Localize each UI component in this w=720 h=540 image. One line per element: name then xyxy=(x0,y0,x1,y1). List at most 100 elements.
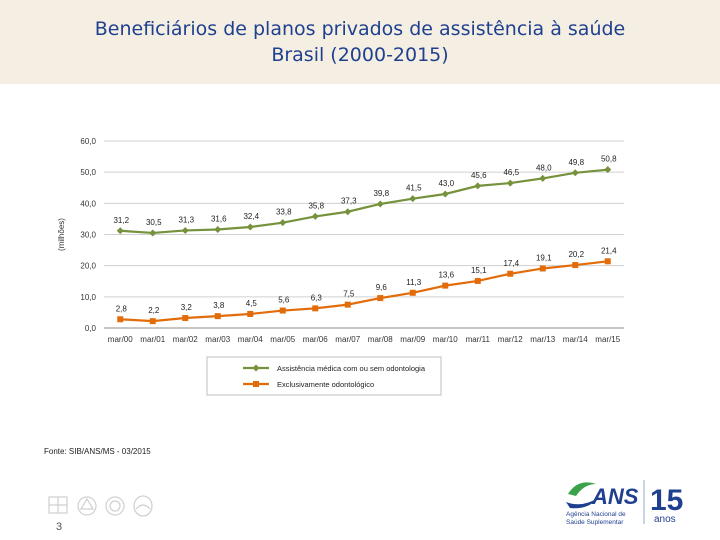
ans-subtitle-1: Agência Nacional de xyxy=(566,511,626,518)
data-label: 6,3 xyxy=(311,293,323,302)
data-point xyxy=(604,166,612,174)
y-tick-label: 10,0 xyxy=(80,293,96,302)
data-label: 9,6 xyxy=(376,283,388,292)
x-tick-label: mar/14 xyxy=(563,335,588,344)
x-tick-label: mar/15 xyxy=(595,335,620,344)
series-line-1 xyxy=(120,168,608,235)
data-point xyxy=(149,318,156,325)
x-tick-label: mar/07 xyxy=(335,335,360,344)
data-point xyxy=(214,226,222,234)
data-point xyxy=(116,227,124,235)
data-label: 20,2 xyxy=(568,250,584,259)
x-tick-label: mar/00 xyxy=(108,335,133,344)
data-point xyxy=(506,179,514,187)
data-point xyxy=(377,295,384,302)
x-tick-label: mar/08 xyxy=(368,335,393,344)
data-point xyxy=(181,226,189,234)
x-tick-label: mar/04 xyxy=(238,335,263,344)
x-tick-label: mar/03 xyxy=(205,335,230,344)
anniversary-word: anos xyxy=(654,514,676,525)
page-title: Beneficiários de planos privados de assi… xyxy=(0,16,720,68)
legend-marker xyxy=(252,364,260,372)
data-label: 2,8 xyxy=(116,304,128,313)
data-label: 32,4 xyxy=(243,212,259,221)
data-label: 30,5 xyxy=(146,218,162,227)
x-tick-label: mar/01 xyxy=(140,335,165,344)
data-point xyxy=(117,316,124,323)
data-label: 50,8 xyxy=(601,155,617,164)
data-label: 33,8 xyxy=(276,208,292,217)
data-point xyxy=(571,169,579,177)
data-point xyxy=(214,313,221,320)
data-label: 3,2 xyxy=(181,303,193,312)
legend-label: Assistência médica com ou sem odontologi… xyxy=(277,364,426,373)
data-point xyxy=(474,277,481,284)
y-tick-label: 40,0 xyxy=(80,199,96,208)
ans-logo-text: ANS xyxy=(591,484,639,509)
partner-logos xyxy=(48,495,153,517)
x-tick-label: mar/13 xyxy=(530,335,555,344)
data-label: 19,1 xyxy=(536,253,552,262)
data-label: 3,8 xyxy=(213,301,225,310)
data-label: 21,4 xyxy=(601,246,617,255)
y-tick-label: 50,0 xyxy=(80,168,96,177)
title-line-2: Brasil (2000-2015) xyxy=(271,44,449,66)
series-line-2 xyxy=(120,260,608,323)
data-label: 45,6 xyxy=(471,171,487,180)
y-tick-label: 30,0 xyxy=(80,231,96,240)
data-point xyxy=(539,174,547,182)
data-point xyxy=(246,223,254,231)
data-point xyxy=(312,305,319,312)
y-tick-label: 0,0 xyxy=(85,324,97,333)
x-tick-label: mar/02 xyxy=(173,335,198,344)
data-label: 31,3 xyxy=(178,215,194,224)
data-point xyxy=(279,307,286,314)
data-point xyxy=(182,315,189,322)
source-note: Fonte: SIB/ANS/MS - 03/2015 xyxy=(44,447,151,456)
data-label: 31,6 xyxy=(211,215,227,224)
data-point xyxy=(149,229,157,237)
partner-logo-4-icon xyxy=(133,495,153,517)
data-point xyxy=(442,282,449,289)
data-point xyxy=(279,219,287,227)
partner-logo-3-icon xyxy=(105,496,125,516)
legend-box xyxy=(206,356,442,396)
data-label: 48,0 xyxy=(536,163,552,172)
legend-label: Exclusivamente odontológico xyxy=(277,380,374,389)
data-label: 7,5 xyxy=(343,290,355,299)
data-label: 31,2 xyxy=(113,216,129,225)
data-point xyxy=(539,265,546,272)
data-point xyxy=(344,301,351,308)
data-label: 11,3 xyxy=(406,278,422,287)
data-point xyxy=(409,289,416,296)
data-label: 41,5 xyxy=(406,184,422,193)
legend-marker xyxy=(253,381,259,387)
data-label: 2,2 xyxy=(148,306,160,315)
data-label: 49,8 xyxy=(568,158,584,167)
data-label: 15,1 xyxy=(471,266,487,275)
partner-logo-2-icon xyxy=(77,496,97,516)
y-tick-label: 60,0 xyxy=(80,137,96,146)
header-band xyxy=(0,0,720,84)
data-point xyxy=(474,182,482,190)
data-label: 4,5 xyxy=(246,299,258,308)
anniversary-number: 15 xyxy=(650,484,683,517)
title-line-1: Beneficiários de planos privados de assi… xyxy=(94,18,626,40)
x-tick-label: mar/12 xyxy=(498,335,523,344)
data-label: 46,5 xyxy=(503,168,519,177)
partner-logo-1-icon xyxy=(48,496,68,514)
data-point xyxy=(441,190,449,198)
data-label: 39,8 xyxy=(373,189,389,198)
y-tick-label: 20,0 xyxy=(80,262,96,271)
data-point xyxy=(376,200,384,208)
x-tick-label: mar/11 xyxy=(466,335,491,344)
data-label: 13,6 xyxy=(438,271,454,280)
data-point xyxy=(507,270,514,277)
ans-subtitle-2: Saúde Suplementar xyxy=(566,519,624,526)
data-label: 5,6 xyxy=(278,296,290,305)
data-point xyxy=(409,195,417,203)
data-label: 17,4 xyxy=(503,259,519,268)
ans-swoosh-icon xyxy=(566,482,598,509)
data-point xyxy=(311,212,319,220)
